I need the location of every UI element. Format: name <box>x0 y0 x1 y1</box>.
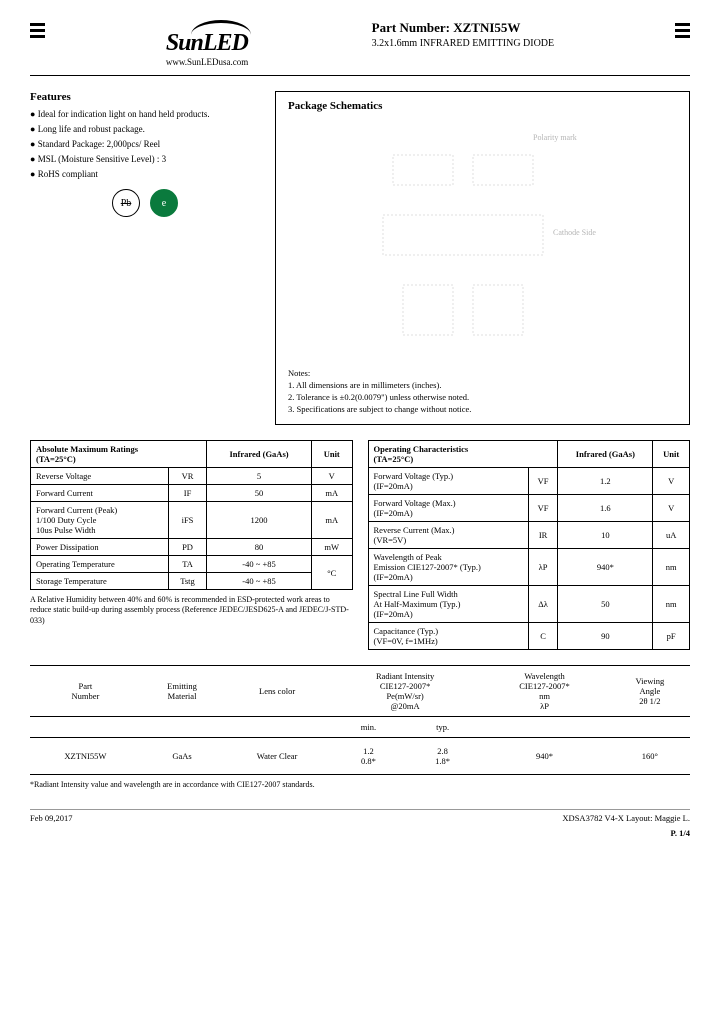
schematics-title: Package Schematics <box>288 100 677 112</box>
pb-free-badge-icon: Pb <box>112 189 140 217</box>
hamburger-icon <box>30 20 45 41</box>
notes-label: Notes: <box>288 368 677 378</box>
website-url: www.SunLEDusa.com <box>166 57 251 67</box>
product-description: 3.2x1.6mm INFRARED EMITTING DIODE <box>372 38 555 49</box>
schematic-diagram: Polarity mark Cathode Side <box>288 120 677 360</box>
feature-item: MSL (Moisture Sensitive Level) : 3 <box>30 154 260 164</box>
note-item: 1. All dimensions are in millimeters (in… <box>288 380 677 390</box>
schematic-notes: Notes: 1. All dimensions are in millimet… <box>288 368 677 414</box>
product-summary-table: Part Number Emitting Material Lens color… <box>30 665 690 775</box>
company-logo: SunLED <box>166 30 251 57</box>
features-list: Ideal for indication light on hand held … <box>30 109 260 179</box>
rohs-badge-icon: e <box>150 189 178 217</box>
note-item: 3. Specifications are subject to change … <box>288 404 677 414</box>
part-info: Part Number: XZTNI55W 3.2x1.6mm INFRARED… <box>372 20 555 49</box>
note-item: 2. Tolerance is ±0.2(0.0079") unless oth… <box>288 392 677 402</box>
feature-item: Ideal for indication light on hand held … <box>30 109 260 119</box>
features-title: Features <box>30 91 260 103</box>
svg-text:Cathode Side: Cathode Side <box>553 228 596 237</box>
abs-max-ratings-table: Absolute Maximum Ratings(TA=25°C) Infrar… <box>30 440 353 650</box>
logo-area: SunLED www.SunLEDusa.com <box>166 20 251 67</box>
page-number: P. 1/4 <box>30 828 690 838</box>
hamburger-icon <box>675 20 690 41</box>
feature-item: RoHS compliant <box>30 169 260 179</box>
schematics-section: Package Schematics Polarity mark Cathode… <box>275 91 690 425</box>
compliance-badges: Pb e <box>30 189 260 217</box>
features-section: Features Ideal for indication light on h… <box>30 91 260 425</box>
operating-characteristics-table: Operating Characteristics(TA=25°C) Infra… <box>368 440 691 650</box>
feature-item: Long life and robust package. <box>30 124 260 134</box>
svg-text:Polarity mark: Polarity mark <box>533 133 577 142</box>
page-header: SunLED www.SunLEDusa.com Part Number: XZ… <box>30 20 690 76</box>
feature-item: Standard Package: 2,000pcs/ Reel <box>30 139 260 149</box>
part-label: Part Number: <box>372 20 450 35</box>
footer-date: Feb 09,2017 <box>30 813 73 823</box>
product-footnote: *Radiant Intensity value and wavelength … <box>30 780 690 789</box>
footer-doc-info: XDSA3782 V4-X Layout: Maggie L. <box>562 813 690 823</box>
abs-max-note: A Relative Humidity between 40% and 60% … <box>30 595 353 626</box>
page-footer: Feb 09,2017 XDSA3782 V4-X Layout: Maggie… <box>30 809 690 823</box>
part-number: XZTNI55W <box>453 20 520 35</box>
